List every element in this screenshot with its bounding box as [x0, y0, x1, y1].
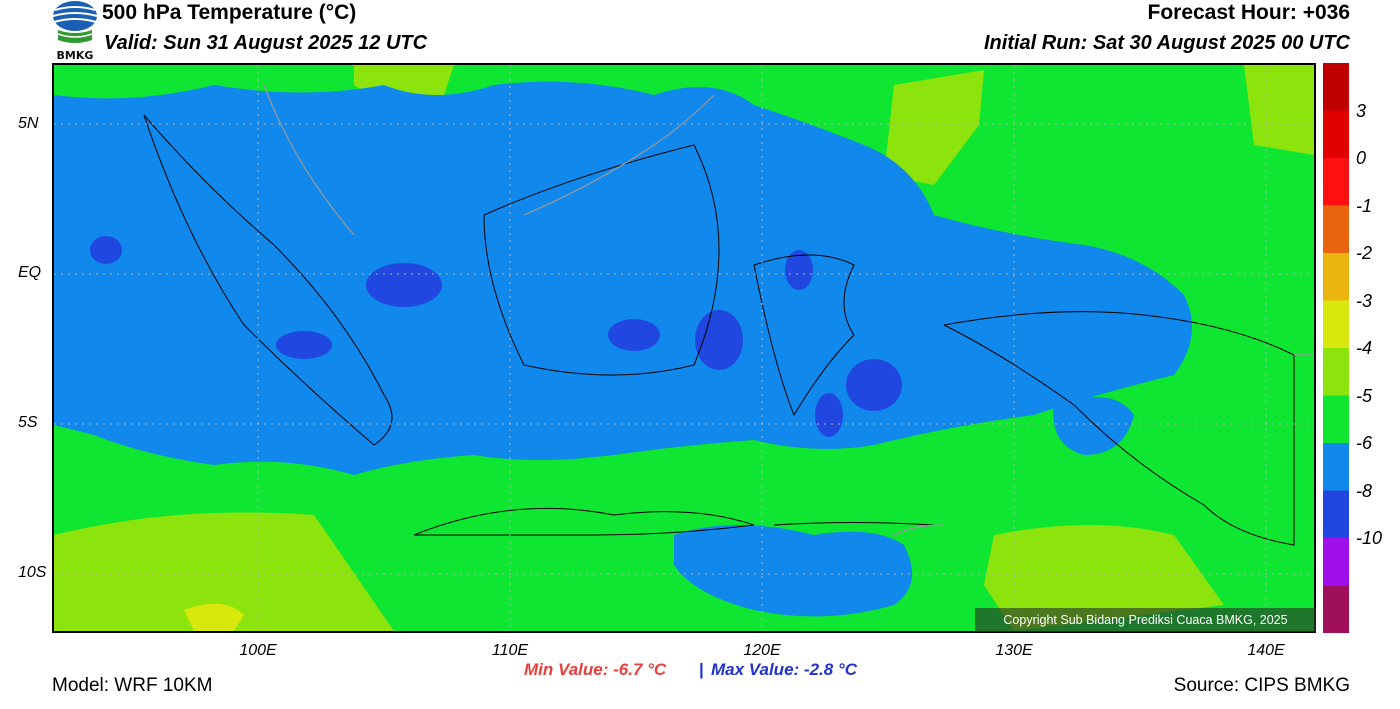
temperature-field	[54, 65, 1314, 631]
valid-time: Valid: Sun 31 August 2025 12 UTC	[104, 32, 428, 54]
temperature-map	[52, 63, 1316, 633]
colorbar-tick-label: -1	[1356, 195, 1373, 216]
colorbar-segment	[1323, 538, 1349, 586]
colorbar-tick-label: 0	[1356, 148, 1367, 168]
lat-label-eq: EQ	[18, 264, 42, 281]
colorbar-tick-label: -3	[1356, 290, 1373, 311]
svg-text:BMKG: BMKG	[57, 49, 94, 62]
lon-label-140e: 140E	[1247, 642, 1285, 659]
copyright-notice: Copyright Sub Bidang Prediksi Cuaca BMKG…	[975, 608, 1316, 632]
lat-label-5n: 5N	[18, 115, 39, 132]
lon-label-110e: 110E	[491, 642, 529, 659]
lon-label-130e: 130E	[995, 642, 1033, 659]
lon-label-100e: 100E	[239, 642, 277, 659]
colorbar-segment	[1323, 395, 1349, 444]
colorbar-tick-label: -5	[1356, 385, 1373, 406]
colorbar-segment	[1323, 110, 1349, 159]
min-value: Min Value: -6.7 °C	[524, 660, 667, 679]
model-label: Model: WRF 10KM	[52, 675, 213, 696]
initial-run: Initial Run: Sat 30 August 2025 00 UTC	[983, 32, 1350, 54]
bmkg-logo: BMKG	[50, 0, 100, 62]
stats-separator: |	[699, 660, 704, 679]
colorbar-segment	[1323, 205, 1349, 254]
colorbar-tick-label: 3	[1356, 100, 1367, 121]
forecast-hour: Forecast Hour: +036	[1147, 1, 1351, 24]
colorbar-segment	[1323, 63, 1349, 111]
colorbar-segment	[1323, 253, 1349, 301]
lon-label-120e: 120E	[743, 642, 781, 659]
colorbar-tick-label: -4	[1356, 338, 1373, 358]
source-label: Source: CIPS BMKG	[1173, 675, 1350, 696]
colorbar-segment	[1323, 490, 1349, 539]
lat-label-5s: 5S	[18, 414, 38, 431]
colorbar-tick-label: -8	[1356, 480, 1373, 501]
colorbar-segment	[1323, 443, 1349, 491]
colorbar-segment	[1323, 300, 1349, 349]
colorbar-segment	[1323, 158, 1349, 206]
colorbar-tick-label: -6	[1356, 433, 1373, 453]
lat-label-10s: 10S	[18, 564, 47, 581]
colorbar-segment	[1323, 585, 1349, 634]
colorbar	[1323, 63, 1349, 634]
max-value: Max Value: -2.8 °C	[711, 660, 857, 679]
colorbar-segment	[1323, 348, 1349, 396]
page-title: 500 hPa Temperature (°C)	[102, 1, 357, 24]
colorbar-tick-label: -2	[1356, 243, 1373, 263]
colorbar-tick-label: -10	[1356, 528, 1383, 548]
